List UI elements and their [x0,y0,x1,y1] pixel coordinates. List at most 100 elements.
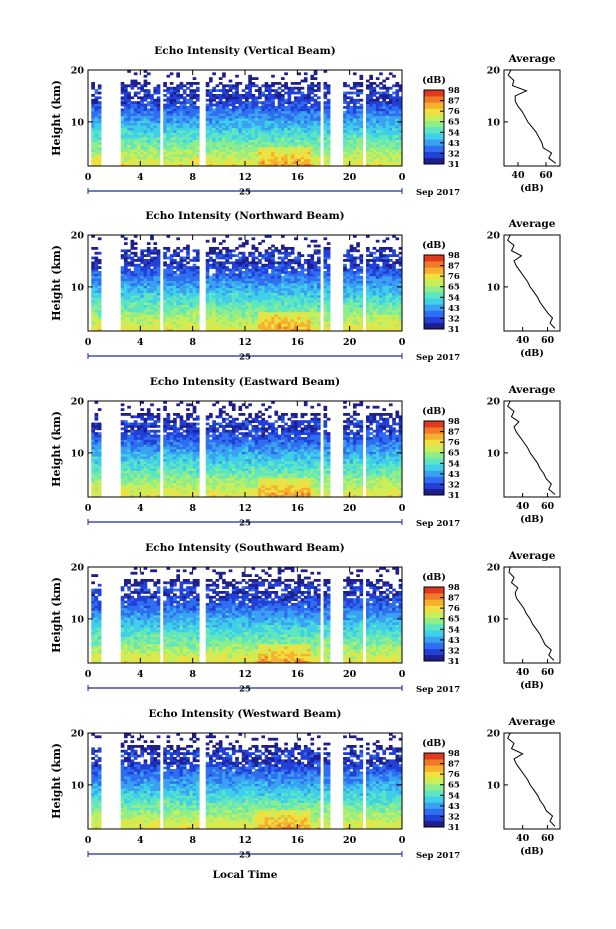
heatmap-cell [307,115,311,119]
heatmap-cell [91,94,95,97]
heatmap-cell [94,96,99,100]
heatmap-cell [212,266,216,269]
colorbar-tick-label: 43 [448,139,460,149]
heatmap-cell [127,84,131,88]
heatmap-cell [146,326,151,329]
heatmap-cell [166,103,171,107]
heatmap-cell [182,89,187,92]
heatmap-cell [133,297,138,301]
heatmap-cell [264,273,269,277]
heatmap-cell [248,106,252,109]
heatmap-cell [261,122,266,126]
heatmap-cell [352,103,357,107]
heatmap-cell [130,239,135,243]
heatmap-cell [382,94,387,97]
heatmap-cell [127,292,131,296]
heatmap-cell [205,89,210,92]
heatmap-cell [294,125,298,128]
heatmap-cell [346,156,351,160]
heatmap-cell [254,278,259,281]
heatmap-cell [366,297,370,301]
heatmap-cell [307,263,311,267]
heatmap-cell [225,321,230,325]
heatmap-cell [91,130,95,133]
heatmap-cell [228,139,233,143]
heatmap-cell [163,106,167,109]
heatmap-cell [395,98,400,102]
heatmap-cell [176,146,180,150]
heatmap-cell [284,271,288,274]
heatmap-cell [137,263,141,267]
heatmap-cell [326,283,331,286]
heatmap-cell [97,311,102,315]
heatmap-cell [228,328,233,332]
heatmap-cell [182,314,187,317]
heatmap-cell [238,151,243,155]
heatmap-cell [123,307,128,310]
heatmap-cell [280,309,285,313]
heatmap-cell [169,137,174,140]
heatmap-cell [179,328,184,332]
heatmap-cell [133,307,138,310]
heatmap-cell [261,110,266,114]
heatmap-cell [238,110,243,114]
heatmap-cell [323,106,328,109]
heatmap-cell [218,328,223,332]
heatmap-cell [205,280,210,284]
heatmap-cell [392,149,396,152]
heatmap-cell [258,139,262,143]
heatmap-cell [143,316,148,320]
heatmap-cell [245,144,249,148]
heatmap-cell [120,120,125,124]
heatmap-cell [271,118,275,121]
heatmap-cell [303,304,308,308]
heatmap-cell [280,235,285,238]
heatmap-cell [385,96,390,100]
heatmap-cell [366,247,370,250]
heatmap-cell [228,94,233,97]
heatmap-cell [326,299,331,303]
heatmap-cell [284,249,288,253]
heatmap-cell [379,106,383,109]
heatmap-cell [192,292,197,296]
heatmap-cell [143,163,148,167]
heatmap-cell [176,302,180,305]
heatmap-cell [352,122,357,126]
heatmap-cell [91,134,95,138]
heatmap-cell [231,307,236,310]
heatmap-cell [222,287,226,291]
heatmap-cell [264,156,269,160]
heatmap-cell [146,247,151,250]
heatmap-cell [307,161,311,164]
heatmap-cell [369,151,373,155]
heatmap-cell [366,96,370,100]
heatmap-cell [143,287,148,291]
heatmap-cell [182,125,187,128]
heatmap-cell [388,127,393,131]
heatmap-cell [366,271,370,274]
heatmap-cell [222,256,226,260]
heatmap-cell [352,154,357,157]
heatmap-cell [140,304,144,308]
heatmap-cell [343,314,347,317]
heatmap-cell [251,113,256,116]
heatmap-cell [307,292,311,296]
heatmap-cell [97,307,102,310]
heatmap-cell [215,127,220,131]
heatmap-cell [238,309,243,313]
heatmap-cell [176,295,180,298]
heatmap-cell [123,151,128,155]
heatmap-cell [382,84,387,88]
heatmap-cell [267,326,272,329]
heatmap-cell [369,163,373,167]
heatmap-cell [297,319,301,322]
heatmap-cell [261,139,266,143]
heatmap-cell [310,295,315,298]
heatmap-cell [205,103,210,107]
heatmap-cell [209,137,213,140]
heatmap-cell [375,125,380,128]
heatmap-cell [375,106,380,109]
heatmap-cell [310,84,315,88]
heatmap-cell [316,259,321,262]
heatmap-cell [209,130,213,133]
